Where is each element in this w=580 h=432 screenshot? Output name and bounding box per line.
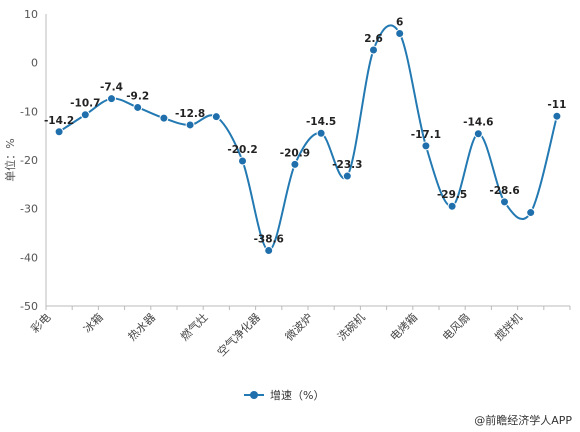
x-tick-label: 洗碗机 <box>335 310 368 343</box>
series-point <box>552 111 562 121</box>
data-label: -17.1 <box>411 129 441 141</box>
series-point <box>316 128 326 138</box>
x-axis-labels: 彩电 冰箱 热水器 燃气灶 空气净化器 微波炉 洗碗机 电烤箱 电风扇 搅拌机 <box>29 310 525 359</box>
x-tick-label: 热水器 <box>126 311 159 344</box>
y-axis-label: 单位：% <box>3 138 17 181</box>
series-point <box>290 159 300 169</box>
data-label: -29.5 <box>437 189 467 201</box>
x-tick-label: 燃气灶 <box>177 310 210 343</box>
y-tick-label: -50 <box>20 300 38 313</box>
data-labels: -14.2 -10.7-7.4-9.2 -12.8 -20.2 -38.6 -20.9 -1… <box>44 16 566 245</box>
series-point <box>369 45 378 55</box>
data-label: -23.3 <box>332 159 362 171</box>
data-label: -38.6 <box>254 234 284 246</box>
series-point <box>80 110 90 120</box>
series-line <box>58 24 558 252</box>
y-tick-label: 0 <box>31 57 38 70</box>
y-tick-label: -40 <box>20 251 38 264</box>
series-points <box>54 28 562 256</box>
series-point <box>526 208 536 218</box>
y-tick-label: -20 <box>20 154 38 167</box>
data-label: -28.6 <box>489 185 519 197</box>
data-label: -7.4 <box>100 82 123 94</box>
legend-label: 增速（%） <box>270 388 324 402</box>
data-label: -9.2 <box>126 90 149 102</box>
data-label: -14.5 <box>306 116 336 128</box>
data-label: -14.2 <box>44 115 74 127</box>
x-tick-label: 冰箱 <box>80 310 105 335</box>
data-label: -11 <box>547 99 566 111</box>
series-point <box>54 127 64 137</box>
series-point <box>264 246 274 256</box>
x-tick-label: 搅拌机 <box>492 310 525 343</box>
series-point <box>473 129 483 139</box>
y-tick-label: -30 <box>20 203 38 216</box>
x-tick-label: 电风扇 <box>439 310 472 343</box>
data-label: -14.6 <box>463 117 493 129</box>
y-axis-ticks: 10 0 -10 -20 -30 -40 -50 <box>20 8 38 313</box>
x-tick-label: 彩电 <box>29 311 54 336</box>
series-point <box>238 156 247 166</box>
data-label: -12.8 <box>175 108 205 120</box>
series-point <box>447 201 457 211</box>
y-tick-label: -10 <box>20 105 38 118</box>
series-point <box>342 171 352 181</box>
series-point <box>395 28 405 38</box>
series-point <box>159 113 169 123</box>
x-tick-label: 空气净化器 <box>214 310 263 359</box>
data-label: -10.7 <box>70 98 100 110</box>
y-tick-label: 10 <box>24 8 38 21</box>
footer-credit: @前瞻经济学人APP <box>474 413 572 427</box>
legend-marker <box>250 391 258 399</box>
series-point <box>107 94 116 104</box>
x-tick-label: 电烤箱 <box>387 310 420 343</box>
series-point <box>211 112 221 122</box>
x-tick-label: 微波炉 <box>282 310 315 343</box>
series-point <box>421 141 431 151</box>
data-label: 2.6 <box>364 33 383 45</box>
legend: 增速（%） <box>244 388 324 402</box>
data-label: -20.9 <box>280 147 310 159</box>
data-label: -20.2 <box>227 144 257 156</box>
series-point <box>500 197 509 207</box>
series-point <box>185 120 195 130</box>
data-label: 6 <box>396 16 403 28</box>
series-point <box>133 102 143 112</box>
x-axis-tick-marks <box>45 306 571 310</box>
